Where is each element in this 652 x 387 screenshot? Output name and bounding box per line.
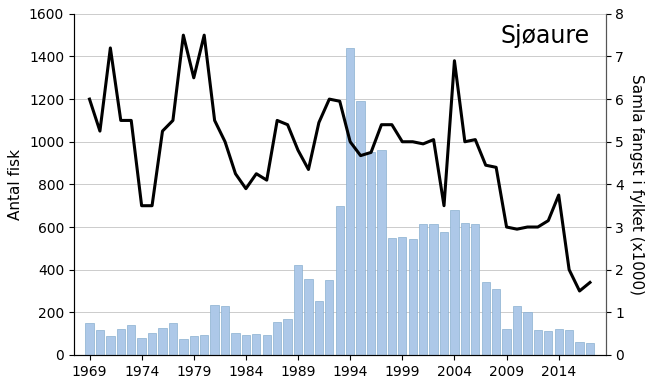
Bar [419,224,427,355]
Bar [127,325,136,355]
Bar [440,232,448,355]
Bar [575,342,584,355]
Bar [555,329,563,355]
Bar [231,332,240,355]
Bar [221,306,230,355]
Bar [388,238,396,355]
Bar [273,322,282,355]
Bar [148,332,156,355]
Bar [430,224,437,355]
Bar [336,206,344,355]
Bar [138,338,146,355]
Bar [367,152,375,355]
Bar [451,210,458,355]
Bar [357,101,364,355]
Bar [85,323,94,355]
Bar [315,301,323,355]
Bar [492,289,500,355]
Bar [565,330,573,355]
Bar [252,334,261,355]
Bar [190,336,198,355]
Bar [158,328,167,355]
Text: Sjøaure: Sjøaure [501,24,589,48]
Bar [284,319,292,355]
Bar [96,330,104,355]
Bar [524,312,531,355]
Bar [304,279,312,355]
Bar [294,265,303,355]
Bar [200,335,209,355]
Bar [242,335,250,355]
Bar [398,236,406,355]
Bar [179,339,188,355]
Bar [378,150,385,355]
Bar [325,280,333,355]
Bar [346,48,354,355]
Bar [534,330,542,355]
Bar [471,224,479,355]
Y-axis label: Antal fisk: Antal fisk [8,149,23,220]
Bar [169,323,177,355]
Bar [117,329,125,355]
Bar [503,329,511,355]
Bar [211,305,219,355]
Bar [513,306,521,355]
Bar [263,335,271,355]
Bar [409,239,417,355]
Bar [544,332,552,355]
Bar [482,283,490,355]
Bar [461,223,469,355]
Bar [585,343,594,355]
Y-axis label: Samla fangst i fylket (x1000): Samla fangst i fylket (x1000) [629,74,644,295]
Bar [106,336,115,355]
